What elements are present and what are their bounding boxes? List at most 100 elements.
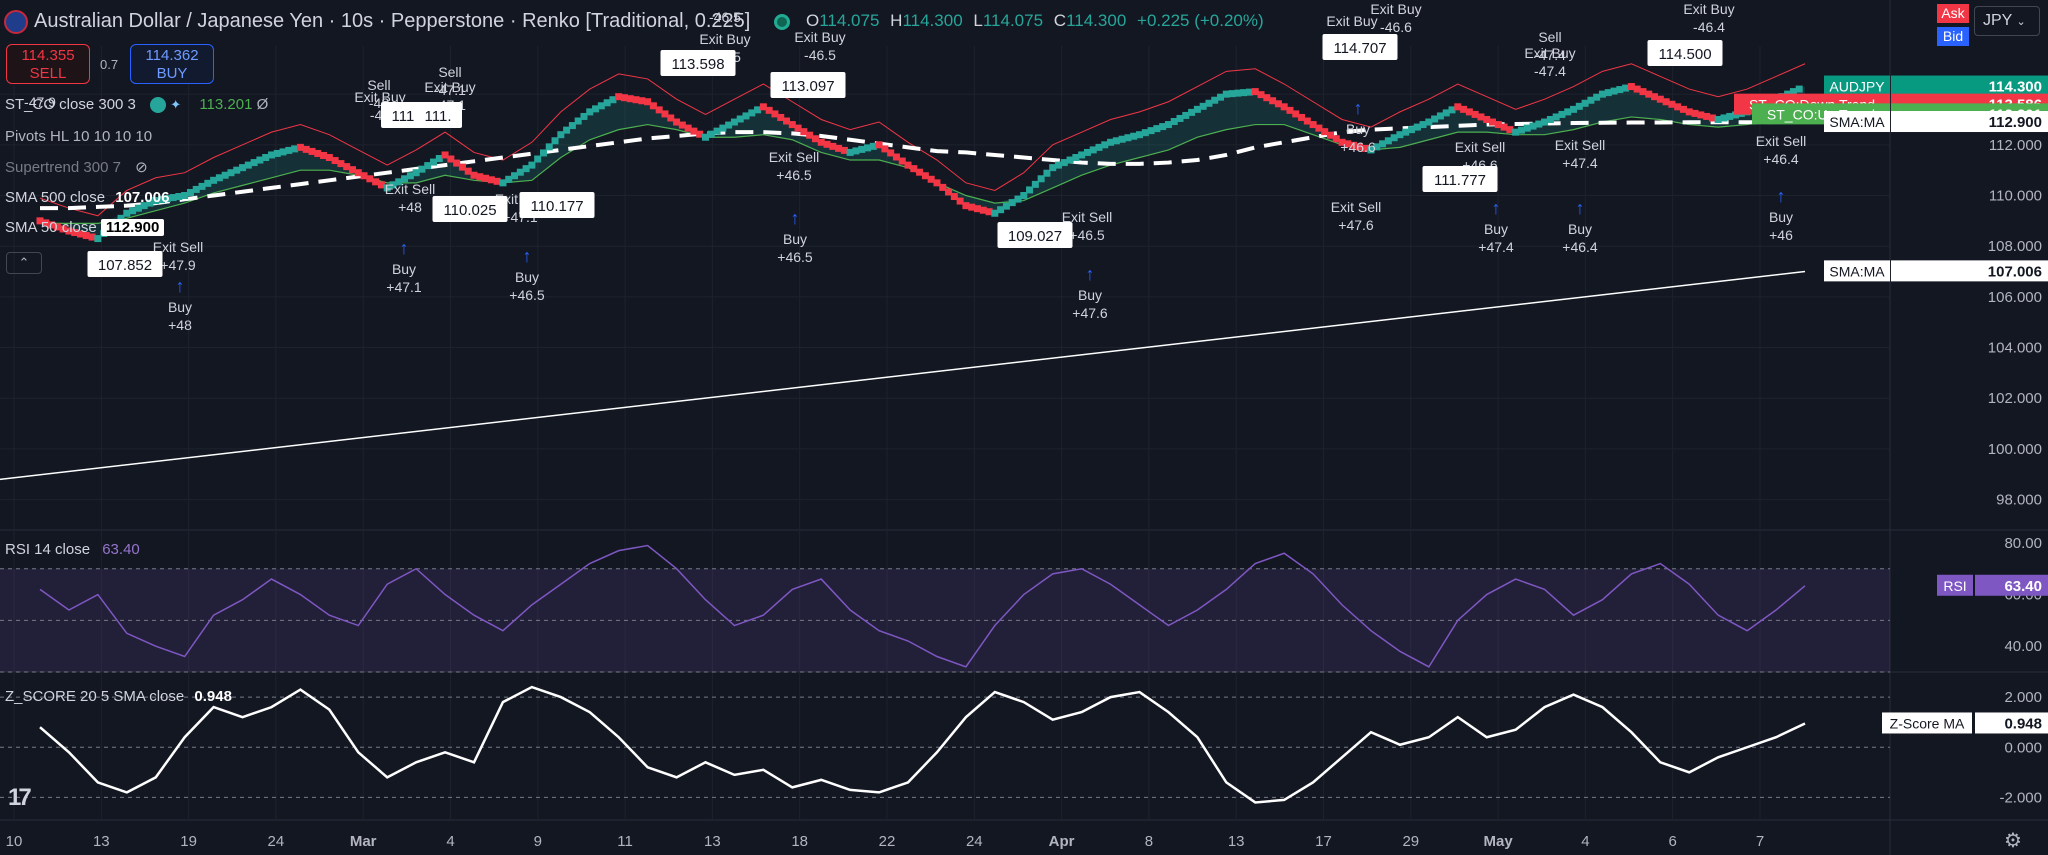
legend-pivots[interactable]: Pivots HL 10 10 10 10 — [5, 128, 152, 145]
renko-brick — [1604, 89, 1612, 97]
renko-brick — [441, 151, 449, 159]
zscore-y-tick-label: -2.000 — [1999, 789, 2042, 806]
ohlc-change: +0.225 (+0.20%) — [1137, 11, 1264, 30]
buy-arrow-icon: ↑ — [1777, 186, 1786, 206]
renko-brick — [366, 175, 374, 183]
renko-brick — [1309, 121, 1317, 129]
legend-zscore[interactable]: Z_SCORE 20 5 SMA close 0.948 — [5, 688, 232, 705]
signal-label: Buy — [1078, 287, 1102, 303]
legend-sma500[interactable]: SMA 500 close 107.006 — [5, 189, 169, 206]
signal-value: -47.4 — [1534, 63, 1566, 79]
renko-brick — [864, 144, 872, 152]
zscore-name-box — [1882, 712, 1972, 734]
tradingview-logo-icon[interactable]: 17 — [8, 784, 32, 811]
price-label-box — [1891, 111, 2048, 133]
renko-brick — [730, 118, 738, 126]
renko-brick — [1477, 113, 1485, 121]
renko-brick — [36, 217, 44, 225]
renko-brick — [516, 168, 524, 176]
ask-toggle[interactable]: Ask — [1937, 4, 1969, 23]
legend-sma50[interactable]: SMA 50 close 112.900 — [5, 219, 165, 236]
renko-brick — [1263, 94, 1271, 102]
buy-button[interactable]: 114.362 BUY — [130, 44, 214, 84]
renko-brick — [210, 176, 218, 184]
currency-select[interactable]: JPY ⌄ — [1974, 6, 2040, 36]
renko-brick — [123, 209, 131, 217]
renko-brick — [239, 164, 247, 172]
renko-brick — [1043, 169, 1051, 177]
renko-brick — [511, 172, 519, 180]
renko-brick — [1240, 89, 1248, 97]
pivot-label: 110.025 — [443, 202, 496, 219]
renko-brick — [898, 157, 906, 165]
signal-label: Exit Sell — [1062, 209, 1113, 225]
legend-st-co[interactable]: ST_CO close 300 3 ✦ 113.201 Ø — [5, 96, 269, 114]
signal-label: Buy — [1568, 221, 1592, 237]
renko-brick — [476, 173, 484, 181]
renko-brick — [916, 168, 924, 176]
renko-brick — [1014, 195, 1022, 203]
renko-brick — [528, 161, 536, 169]
renko-brick — [146, 199, 154, 207]
renko-brick — [1425, 118, 1433, 126]
renko-brick — [256, 156, 264, 164]
pivot-label-box — [660, 50, 736, 76]
legend-extra: Ø — [256, 96, 269, 113]
renko-brick — [655, 106, 663, 114]
collapse-legend-button[interactable]: ⌃ — [6, 252, 42, 274]
legend-supertrend[interactable]: Supertrend 300 7 ⊘ — [5, 158, 148, 176]
renko-brick — [1020, 192, 1028, 200]
renko-brick — [962, 202, 970, 210]
renko-brick — [325, 153, 333, 161]
renko-brick — [968, 203, 976, 211]
renko-brick — [1703, 112, 1711, 120]
x-tick-label: 18 — [791, 833, 808, 850]
renko-brick — [568, 122, 576, 130]
renko-brick — [939, 183, 947, 191]
alert-icon[interactable]: ✦ — [170, 97, 182, 112]
renko-brick — [192, 185, 200, 193]
renko-brick — [1037, 175, 1045, 183]
symbol-title[interactable]: Australian Dollar / Japanese Yen · 10s ·… — [34, 10, 751, 32]
sell-button[interactable]: 114.355 SELL — [6, 44, 90, 84]
x-tick-label: 10 — [6, 833, 23, 850]
bid-toggle[interactable]: Bid — [1937, 27, 1969, 46]
y-tick-label: 98.000 — [1996, 492, 2042, 509]
renko-brick — [186, 188, 194, 196]
hidden-eye-icon[interactable]: ⊘ — [135, 159, 148, 176]
eye-icon[interactable] — [150, 97, 167, 114]
pivot-label: 114.500 — [1658, 46, 1711, 63]
renko-brick — [348, 166, 356, 174]
renko-brick — [1633, 85, 1641, 93]
buy-arrow-icon: ↑ — [400, 238, 409, 258]
renko-brick — [1714, 115, 1722, 123]
renko-brick — [302, 145, 310, 153]
signal-value: +48 — [398, 199, 422, 215]
x-tick-label: 24 — [268, 833, 285, 850]
renko-brick — [221, 171, 229, 179]
y-tick-label: 104.000 — [1988, 340, 2042, 357]
chevron-down-icon: ⌄ — [2016, 16, 2026, 28]
legend-rsi[interactable]: RSI 14 close 63.40 — [5, 541, 140, 558]
renko-brick — [1465, 108, 1473, 116]
renko-brick — [1141, 129, 1149, 137]
pivot-label: 111. — [425, 108, 452, 125]
renko-brick — [1286, 106, 1294, 114]
renko-brick — [1355, 143, 1363, 151]
pivot-label-box — [87, 251, 163, 277]
renko-brick — [94, 235, 102, 243]
x-tick-label: 13 — [1228, 833, 1245, 850]
renko-brick — [1610, 87, 1618, 95]
renko-brick — [53, 223, 61, 231]
buy-arrow-icon: ↑ — [523, 246, 532, 266]
legend-name: Pivots HL 10 10 10 10 — [5, 128, 153, 145]
gear-icon[interactable]: ⚙ — [2004, 830, 2022, 852]
renko-brick — [169, 194, 177, 202]
ohlc-value: 114.075 — [982, 11, 1044, 30]
renko-brick — [563, 126, 571, 134]
zscore-line — [39, 685, 1806, 804]
price-label-name-box — [1824, 75, 1890, 97]
renko-brick — [343, 163, 351, 171]
